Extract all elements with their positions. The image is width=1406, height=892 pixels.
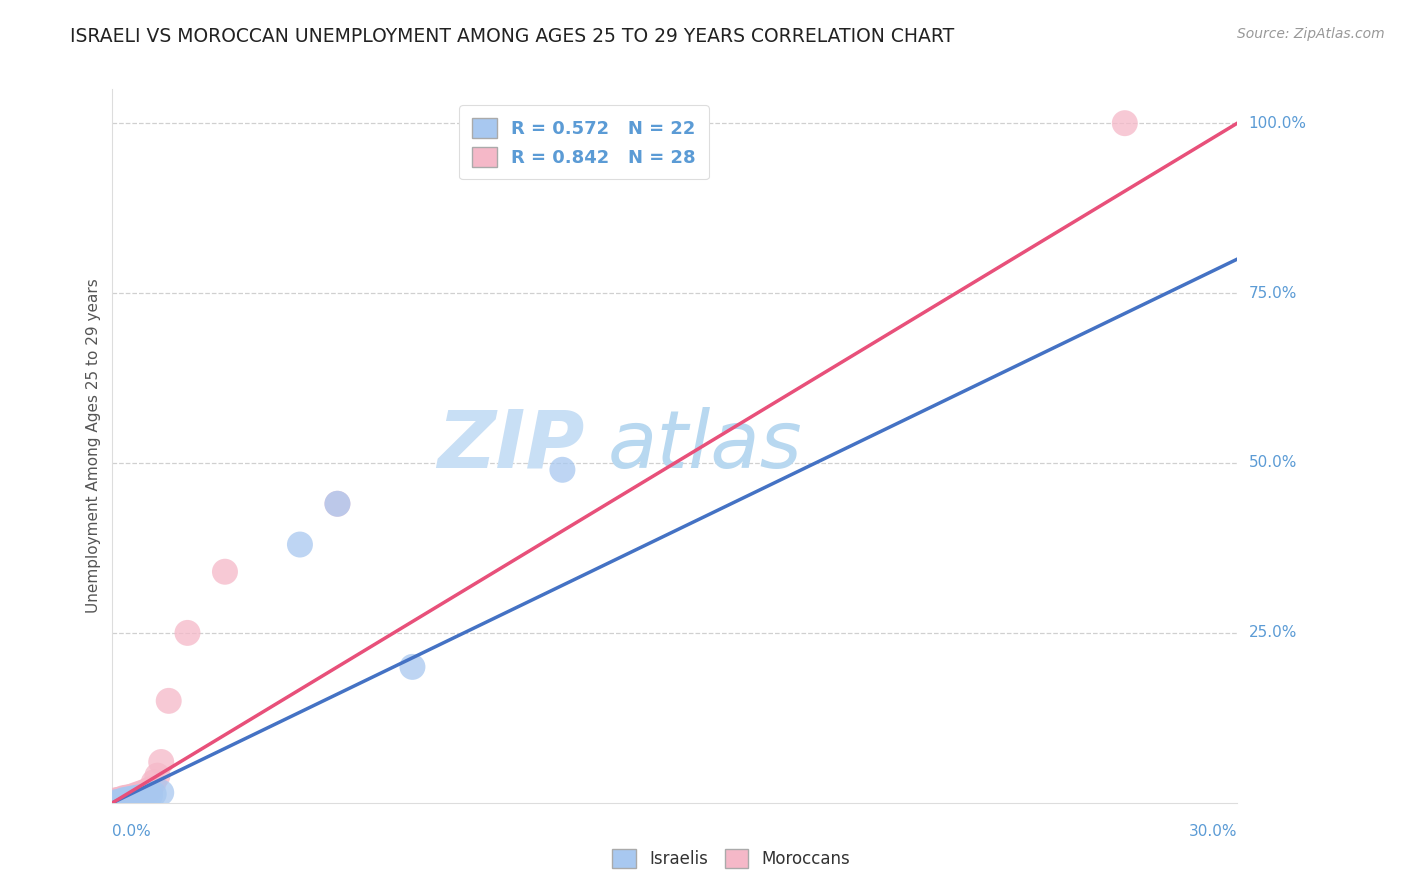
Point xyxy=(551,463,574,477)
Point xyxy=(150,755,173,769)
Point xyxy=(105,793,128,807)
Point xyxy=(139,789,162,803)
Text: ZIP: ZIP xyxy=(437,407,585,485)
Text: ISRAELI VS MOROCCAN UNEMPLOYMENT AMONG AGES 25 TO 29 YEARS CORRELATION CHART: ISRAELI VS MOROCCAN UNEMPLOYMENT AMONG A… xyxy=(70,27,955,45)
Point xyxy=(124,789,146,803)
Text: Source: ZipAtlas.com: Source: ZipAtlas.com xyxy=(1237,27,1385,41)
Point xyxy=(142,775,165,789)
Point xyxy=(112,791,135,805)
Point xyxy=(135,784,157,798)
Point xyxy=(128,790,150,805)
Point xyxy=(128,791,150,805)
Point xyxy=(120,791,142,805)
Text: atlas: atlas xyxy=(607,407,803,485)
Point xyxy=(135,785,157,799)
Text: 50.0%: 50.0% xyxy=(1249,456,1296,470)
Point xyxy=(131,786,153,800)
Point xyxy=(105,795,128,809)
Point xyxy=(326,497,349,511)
Text: 100.0%: 100.0% xyxy=(1249,116,1306,131)
Text: 30.0%: 30.0% xyxy=(1189,824,1237,839)
Y-axis label: Unemployment Among Ages 25 to 29 years: Unemployment Among Ages 25 to 29 years xyxy=(86,278,101,614)
Point xyxy=(120,790,142,805)
Point xyxy=(124,789,146,803)
Point xyxy=(139,783,162,797)
Point xyxy=(124,791,146,805)
Point xyxy=(120,789,142,804)
Point xyxy=(112,794,135,808)
Point xyxy=(139,788,162,802)
Point xyxy=(108,794,131,808)
Point xyxy=(131,789,153,804)
Point xyxy=(176,626,198,640)
Point xyxy=(139,782,162,797)
Point xyxy=(401,660,423,674)
Point xyxy=(1114,116,1136,130)
Point xyxy=(124,791,146,805)
Point xyxy=(117,790,139,805)
Text: 0.0%: 0.0% xyxy=(112,824,152,839)
Point xyxy=(117,793,139,807)
Point xyxy=(146,769,169,783)
Point xyxy=(128,788,150,802)
Point xyxy=(108,792,131,806)
Point xyxy=(135,789,157,803)
Point xyxy=(157,694,180,708)
Point xyxy=(117,792,139,806)
Point xyxy=(131,786,153,800)
Legend: R = 0.572   N = 22, R = 0.842   N = 28: R = 0.572 N = 22, R = 0.842 N = 28 xyxy=(458,105,709,179)
Legend: Israelis, Moroccans: Israelis, Moroccans xyxy=(606,843,856,875)
Point xyxy=(105,794,128,808)
Point xyxy=(128,787,150,801)
Point xyxy=(150,786,173,800)
Point xyxy=(120,792,142,806)
Point xyxy=(108,793,131,807)
Point xyxy=(288,537,311,551)
Point xyxy=(142,787,165,801)
Point xyxy=(112,793,135,807)
Point xyxy=(117,791,139,805)
Point xyxy=(214,565,236,579)
Text: 75.0%: 75.0% xyxy=(1249,285,1296,301)
Point xyxy=(326,497,349,511)
Text: 25.0%: 25.0% xyxy=(1249,625,1296,640)
Point xyxy=(112,791,135,805)
